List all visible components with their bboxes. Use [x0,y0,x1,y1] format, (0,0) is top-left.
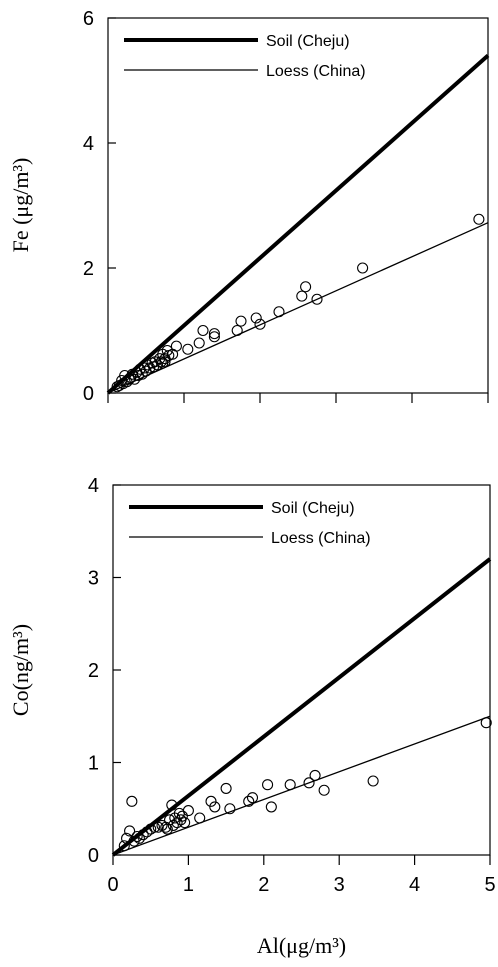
y-tick-label: 4 [88,475,99,497]
data-point [159,356,171,368]
data-point [220,782,232,794]
data-point [243,795,255,807]
data-point [284,779,296,791]
data-point [131,830,143,843]
y-axis-label: Co(ng/m³) [8,624,33,716]
data-point [193,337,205,349]
data-point [166,799,178,811]
data-point [136,368,148,380]
data-point [179,817,191,829]
data-point [473,213,485,225]
data-point [155,356,167,368]
data-point [296,290,308,302]
data-point [137,829,149,841]
plot-frame [107,17,489,394]
data-point [262,779,274,791]
co-panel: 0 1 2 3 4 0 1 2 3 4 5 Soil (Cheju) Loess (China) Co(n… [8,475,496,958]
data-point [208,331,220,343]
legend-label: Soil (Cheju) [266,33,350,50]
data-point [309,769,321,782]
y-tick-label: 0 [83,383,94,405]
data-point [157,357,169,369]
data-point [254,318,266,330]
y-tick-label: 6 [83,8,94,30]
y-tick-label: 4 [83,133,94,155]
y-tick-label: 2 [83,258,94,280]
soil-cheju-line [111,557,492,857]
data-point [182,805,194,817]
loess-china-line [107,222,489,394]
data-point [182,343,194,355]
data-point [133,832,145,844]
loess-china-line [112,715,491,856]
data-point [164,814,176,826]
data-point [231,324,243,337]
data-point [224,803,236,815]
data-point [176,810,188,822]
x-axis-label: Al(μg/m³) [257,933,346,958]
fe-panel: 0 2 4 6 Soil (Cheju) Loess (China) Fe (μg/m³) [8,8,490,405]
y-tick-label: 3 [88,568,99,590]
y-tick-label: 1 [88,753,99,775]
data-point [209,801,221,813]
data-point [318,784,330,796]
data-point [194,812,206,824]
y-tick-label: 2 [88,660,99,682]
legend-label: Loess (China) [266,63,366,80]
x-tick-label: 3 [334,874,345,896]
data-point [303,777,315,789]
data-point [246,792,259,804]
data-point [300,281,312,293]
data-point [124,825,136,837]
x-tick-label: 0 [107,874,118,896]
x-tick-label: 4 [409,874,420,896]
data-point [235,315,247,327]
data-point [208,328,220,340]
legend-label: Loess (China) [271,530,371,547]
data-point [273,306,285,318]
data-point [126,795,138,807]
data-point [311,293,323,305]
data-point [367,775,379,787]
data-point [118,840,130,852]
data-point [148,821,161,833]
x-tick-label: 1 [183,874,194,896]
data-point [151,359,163,371]
data-point [357,262,369,274]
data-point [250,312,262,324]
y-tick-label: 0 [88,845,99,867]
data-point [129,373,141,385]
data-point [170,340,182,352]
legend-label: Soil (Cheju) [271,500,355,517]
soil-cheju-line [106,54,490,395]
data-point [197,324,209,337]
data-point [480,717,492,729]
data-point [121,832,133,844]
x-tick-label: 2 [258,874,269,896]
data-point [205,795,217,807]
data-point [167,819,179,831]
y-axis-label: Fe (μg/m³) [8,158,33,253]
x-tick-label: 5 [484,874,495,896]
data-point [265,801,277,813]
